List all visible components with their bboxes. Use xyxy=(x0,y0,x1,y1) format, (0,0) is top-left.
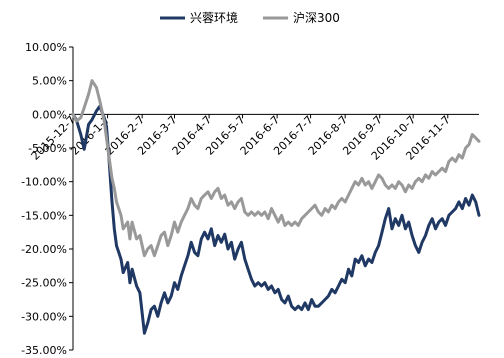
y-axis: 10.00% 5.00% 0.00% -5.00% -10.00% -15.00% -20.… xyxy=(21,41,74,357)
y-tick-label: 5.00% xyxy=(32,75,67,88)
series-group xyxy=(71,79,481,335)
y-tick-label: -15.00% xyxy=(21,209,67,222)
series-line-1 xyxy=(71,104,481,335)
y-tick-label: -10.00% xyxy=(21,176,67,189)
chart-legend: 兴蓉环境 沪深300 xyxy=(160,10,340,25)
legend-label-2: 沪深300 xyxy=(293,11,340,25)
y-tick-label: -5.00% xyxy=(28,142,67,155)
series-line-2 xyxy=(71,79,481,258)
y-tick-label: 10.00% xyxy=(25,41,67,54)
y-tick-label: -30.00% xyxy=(21,310,67,323)
y-tick-label: -35.00% xyxy=(21,344,67,357)
y-tick-label: -20.00% xyxy=(21,243,67,256)
x-axis: 2015-12-72016-1-72016-2-72016-3-72016-4-… xyxy=(29,113,479,163)
y-tick-label: 0.00% xyxy=(32,108,67,121)
y-tick-label: -25.00% xyxy=(21,277,67,290)
legend-label-1: 兴蓉环境 xyxy=(190,10,238,25)
